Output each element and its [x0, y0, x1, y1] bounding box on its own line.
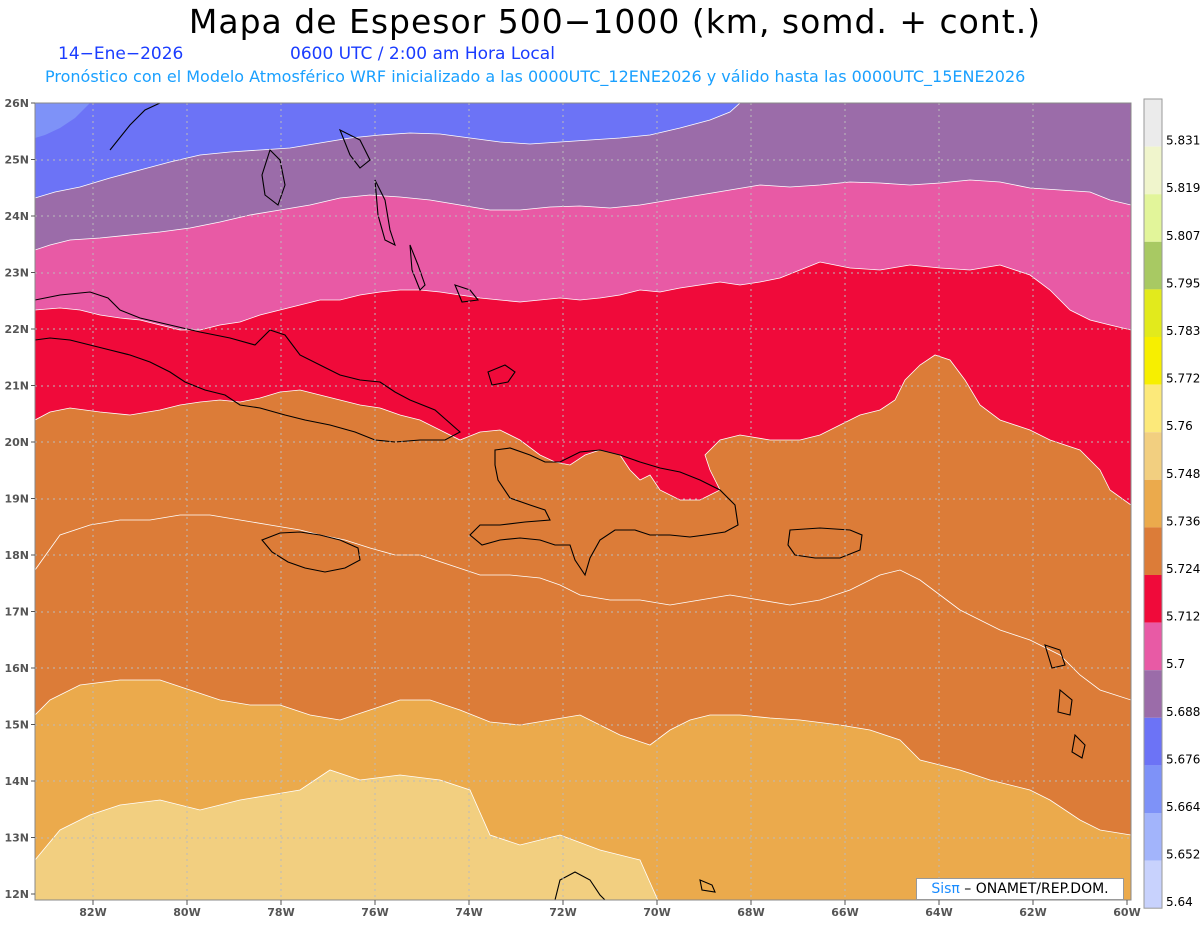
- turks-caicos: [454, 284, 480, 303]
- colorbar-label: 5.724: [1166, 562, 1200, 576]
- forecast-time: 0600 UTC / 2:00 am Hora Local: [290, 44, 555, 64]
- forecast-date: 14−Ene−2026: [58, 44, 184, 64]
- lat-label: 22N: [4, 323, 29, 336]
- colorbar-label: 5.7: [1166, 657, 1185, 671]
- colorbar-swatch: [1144, 479, 1162, 528]
- plot-frame: [34, 102, 1132, 901]
- lat-label: 20N: [4, 436, 29, 449]
- lon-label: 76W: [361, 906, 388, 919]
- colorbar-swatch: [1144, 717, 1162, 766]
- colorbar-label: 5.748: [1166, 467, 1200, 481]
- lon-label: 72W: [549, 906, 576, 919]
- colorbar-swatch: [1144, 432, 1162, 480]
- colorbar-label: 5.783: [1166, 324, 1200, 338]
- lat-label: 18N: [4, 549, 29, 562]
- florida-keys: [109, 103, 161, 151]
- colorbar-label: 5.676: [1166, 752, 1200, 766]
- puerto-rico-coast: [787, 527, 863, 559]
- lat-label: 15N: [4, 719, 29, 732]
- south-america-coast: [554, 871, 606, 900]
- colorbar-label: 5.664: [1166, 800, 1200, 814]
- model-info-line: Pronóstico con el Modelo Atmosférico WRF…: [45, 67, 1026, 86]
- colorbar-label: 5.772: [1166, 372, 1200, 386]
- band-5664: [35, 103, 741, 199]
- longitude-axis: 82W 80W 78W 76W 74W 72W 70W 68W 66W 64W 62W 60W: [79, 900, 1141, 919]
- coastlines: [35, 103, 1086, 900]
- colorbar-swatch: [1144, 575, 1162, 623]
- curacao: [699, 879, 716, 893]
- colorbar-label: 5.831: [1166, 134, 1200, 148]
- colorbar-label: 5.76: [1166, 419, 1193, 433]
- lat-label: 26N: [4, 97, 29, 110]
- lon-label: 74W: [455, 906, 482, 919]
- colorbar-swatch: [1144, 99, 1162, 147]
- colorbar-swatch: [1144, 813, 1162, 861]
- lat-label: 24N: [4, 210, 29, 223]
- colorbar: 5.831 5.819 5.807 5.795 5.783 5.772 5.76 5.748 5…: [1143, 98, 1200, 909]
- colorbar-swatch: [1144, 527, 1162, 575]
- lesser-antilles-1: [1044, 644, 1066, 669]
- colorbar-swatch: [1144, 670, 1162, 718]
- credit-box: Sisπ – ONAMET/REP.DOM.: [916, 878, 1124, 900]
- lon-label: 60W: [1113, 906, 1140, 919]
- lon-label: 82W: [79, 906, 106, 919]
- map-title: Mapa de Espesor 500−1000 (km, somd. + co…: [188, 2, 1042, 41]
- colorbar-label: 5.819: [1166, 181, 1200, 195]
- lat-label: 17N: [4, 606, 29, 619]
- lat-label: 16N: [4, 662, 29, 675]
- lat-label: 19N: [4, 493, 29, 506]
- lat-label: 13N: [4, 832, 29, 845]
- colorbar-swatch: [1144, 765, 1162, 813]
- colorbar-swatch: [1144, 146, 1162, 195]
- lon-label: 80W: [173, 906, 200, 919]
- lon-label: 70W: [643, 906, 670, 919]
- sispi-logo-text: Sisπ: [931, 881, 960, 897]
- grid-lines: [35, 103, 1131, 900]
- lesser-antilles-2: [1057, 688, 1073, 716]
- band-5652: [35, 103, 90, 138]
- colorbar-swatch: [1144, 860, 1162, 909]
- bahamas-eleuthera: [374, 179, 396, 247]
- bahamas-andros: [261, 148, 286, 206]
- lat-label: 23N: [4, 267, 29, 280]
- lat-label: 21N: [4, 380, 29, 393]
- hispaniola-coast: [469, 447, 739, 577]
- lon-label: 62W: [1019, 906, 1046, 919]
- credit-text: – ONAMET/REP.DOM.: [959, 881, 1109, 897]
- colorbar-label: 5.64: [1166, 895, 1193, 909]
- colorbar-swatch: [1144, 289, 1162, 337]
- lat-label: 25N: [4, 154, 29, 167]
- lesser-antilles-3: [1071, 733, 1086, 759]
- colorbar-swatch: [1144, 337, 1162, 385]
- colorbar-label: 5.736: [1166, 514, 1200, 528]
- colorbar-frame: [1143, 98, 1163, 909]
- colorbar-swatch: [1144, 384, 1162, 433]
- colorbar-swatch: [1144, 194, 1162, 242]
- cuba-coast: [35, 291, 461, 443]
- lat-label: 14N: [4, 775, 29, 788]
- bahamas-long: [409, 244, 426, 291]
- inagua: [487, 364, 516, 386]
- colorbar-label: 5.795: [1166, 276, 1200, 290]
- lon-label: 68W: [737, 906, 764, 919]
- lon-label: 78W: [267, 906, 294, 919]
- colorbar-label: 5.652: [1166, 848, 1200, 862]
- bahamas-abaco: [338, 128, 371, 169]
- latitude-axis: 26N 25N 24N 23N 22N 21N 20N 19N 18N 17N 16N 15N 14N 1…: [4, 97, 35, 901]
- lat-label: 12N: [4, 888, 29, 901]
- colorbar-label: 5.712: [1166, 610, 1200, 624]
- colorbar-swatch: [1144, 241, 1162, 290]
- jamaica-coast: [261, 531, 361, 573]
- colorbar-label: 5.807: [1166, 229, 1200, 243]
- thickness-field: [35, 103, 1131, 900]
- colorbar-swatch: [1144, 622, 1162, 671]
- lon-label: 66W: [831, 906, 858, 919]
- colorbar-label: 5.688: [1166, 705, 1200, 719]
- lon-label: 64W: [925, 906, 952, 919]
